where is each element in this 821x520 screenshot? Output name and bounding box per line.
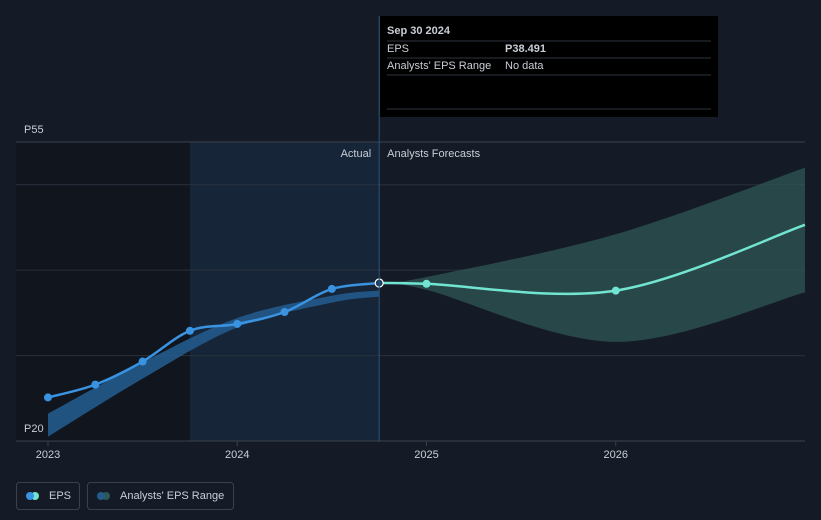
eps-marker xyxy=(280,308,289,317)
eps-marker xyxy=(611,286,620,295)
eps-line xyxy=(47,281,380,399)
actual-label: Actual xyxy=(341,148,372,160)
y-tick-label: P20 xyxy=(24,423,44,435)
eps-marker xyxy=(43,393,52,402)
x-tick-label: 2025 xyxy=(414,449,438,461)
eps-marker xyxy=(327,284,336,293)
tooltip-range-label: Analysts' EPS Range xyxy=(387,60,491,72)
x-tick-label: 2024 xyxy=(225,449,249,461)
eps-marker xyxy=(422,279,431,288)
x-tick-label: 2026 xyxy=(604,449,628,461)
forecast-label: Analysts Forecasts xyxy=(387,148,480,160)
legend-box xyxy=(16,482,80,510)
legend-swatch xyxy=(97,492,105,500)
eps-marker xyxy=(138,357,147,366)
eps-line xyxy=(379,223,806,296)
tooltip xyxy=(380,16,718,117)
tooltip-eps-label: EPS xyxy=(387,43,409,55)
legend-item[interactable]: EPS xyxy=(16,482,80,510)
legend-label: EPS xyxy=(49,490,71,502)
highlight-region xyxy=(189,142,380,441)
range-area xyxy=(379,167,805,342)
eps-marker xyxy=(91,380,100,389)
eps-marker xyxy=(185,326,194,335)
tooltip-date: Sep 30 2024 xyxy=(387,25,451,37)
eps-marker xyxy=(233,319,242,328)
x-tick-label: 2023 xyxy=(36,449,60,461)
tooltip-eps-value: P38.491 xyxy=(505,43,546,55)
y-tick-label: P55 xyxy=(24,124,44,136)
legend-label: Analysts' EPS Range xyxy=(120,490,224,502)
tooltip-range-value: No data xyxy=(505,60,544,72)
legend-item[interactable]: Analysts' EPS Range xyxy=(87,482,234,510)
legend-box xyxy=(87,482,234,510)
legend-swatch xyxy=(26,492,34,500)
